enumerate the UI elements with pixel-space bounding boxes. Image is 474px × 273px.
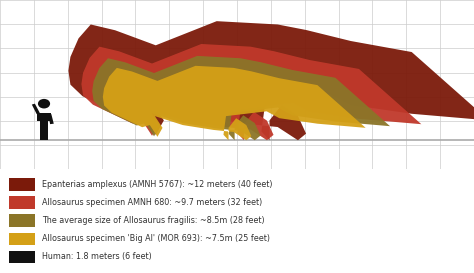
Text: Allosaurus specimen AMNH 680: ~9.7 meters (32 feet): Allosaurus specimen AMNH 680: ~9.7 meter… <box>42 198 263 207</box>
Text: Epanterias amplexus (AMNH 5767): ~12 meters (40 feet): Epanterias amplexus (AMNH 5767): ~12 met… <box>42 180 273 189</box>
Bar <box>9 214 35 227</box>
Polygon shape <box>103 66 365 140</box>
Bar <box>9 196 35 209</box>
Bar <box>9 233 35 245</box>
Polygon shape <box>82 44 421 140</box>
Bar <box>9 251 35 263</box>
Polygon shape <box>32 104 40 114</box>
Bar <box>9 178 35 191</box>
Polygon shape <box>48 114 54 124</box>
Text: Allosaurus specimen 'Big Al' (MOR 693): ~7.5m (25 feet): Allosaurus specimen 'Big Al' (MOR 693): … <box>42 234 270 243</box>
Polygon shape <box>92 56 390 140</box>
Polygon shape <box>68 21 474 140</box>
Ellipse shape <box>38 99 50 108</box>
Text: The average size of Allosaurus fragilis: ~8.5m (28 feet): The average size of Allosaurus fragilis:… <box>42 216 265 225</box>
Polygon shape <box>36 113 51 140</box>
Text: Human: 1.8 meters (6 feet): Human: 1.8 meters (6 feet) <box>42 252 152 261</box>
